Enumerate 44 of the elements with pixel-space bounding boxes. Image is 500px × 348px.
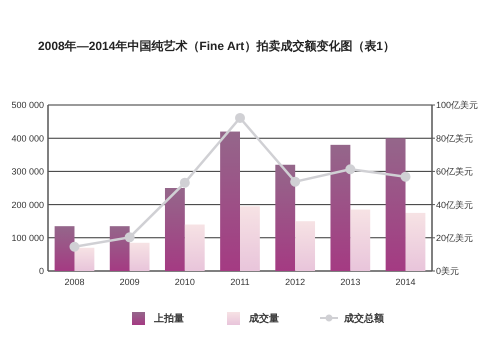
y-tick-label: 100 000 [11, 232, 44, 243]
bar [406, 212, 426, 271]
bar [184, 224, 205, 271]
bar [295, 221, 316, 271]
bar [350, 210, 370, 271]
x-tick-label: 2008 [64, 277, 84, 287]
y2-tick-label: 40亿美元 [436, 200, 474, 210]
y2-tick-label: 20亿美元 [436, 232, 474, 243]
bar [240, 206, 260, 271]
x-tick-label: 2010 [174, 277, 195, 287]
x-tick-label: 2011 [230, 277, 250, 287]
x-tick-label: 2013 [340, 277, 360, 287]
bar [130, 242, 150, 271]
y2-tick-label: 60亿美元 [436, 166, 474, 177]
y2-tick-label: 100亿美元 [436, 100, 478, 110]
bar [110, 226, 130, 271]
y-tick-label: 500 000 [11, 100, 44, 110]
point [180, 178, 190, 188]
bar [220, 132, 240, 271]
bar [164, 188, 185, 271]
point [69, 242, 80, 252]
y-tick-label: 200 000 [11, 200, 44, 210]
y2-tick-label: 80亿美元 [436, 133, 474, 144]
point [235, 112, 245, 123]
x-tick-label: 2009 [120, 277, 140, 287]
chart-title: 2008年—2014年中国纯艺术（Fine Art）拍卖成交额变化图（表1） [38, 39, 395, 53]
bar [54, 226, 74, 271]
point [290, 176, 300, 187]
legend-label: 上拍量 [153, 312, 184, 324]
bar [74, 248, 94, 271]
legend-label: 成交量 [248, 312, 279, 324]
x-tick-label: 2012 [285, 277, 306, 287]
x-tick-label: 2014 [396, 277, 416, 287]
legend-label: 成交总额 [343, 312, 385, 324]
point [400, 172, 411, 182]
point [124, 232, 135, 242]
y2-tick-label: 0美元 [436, 266, 460, 276]
bar [330, 144, 350, 271]
bar [275, 164, 296, 271]
point [345, 164, 356, 174]
bar [386, 138, 406, 271]
y-tick-label: 400 000 [11, 133, 44, 144]
y-tick-label: 300 000 [11, 166, 44, 177]
y-tick-label: 0 [38, 266, 44, 276]
